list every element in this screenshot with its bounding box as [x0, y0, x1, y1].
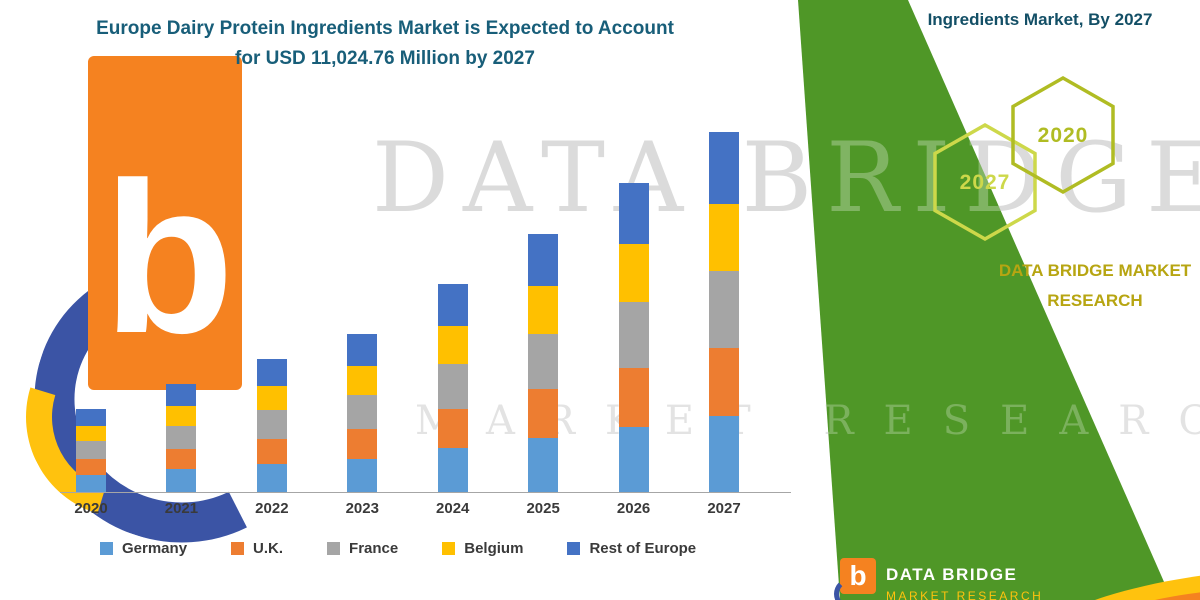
legend: Germany U.K. France Belgium Rest of Europe	[100, 540, 696, 557]
bar-segment-2025-germany	[528, 438, 559, 492]
bar-2024	[437, 284, 468, 492]
legend-swatch	[327, 542, 341, 555]
bar-segment-2023-rest-of-europe	[347, 334, 378, 366]
bar-segment-2020-u-k-	[76, 458, 106, 475]
legend-label: U.K.	[253, 540, 284, 557]
bar-2026	[618, 182, 649, 492]
bar-segment-2027-belgium	[709, 204, 739, 271]
footer-logo-blue-swoosh	[834, 578, 866, 600]
brand-line1: DATA BRIDGE MARKET	[998, 261, 1192, 280]
plot-area	[60, 130, 791, 493]
bar-segment-2022-germany	[256, 464, 287, 492]
bar-segment-2025-rest-of-europe	[528, 234, 559, 287]
legend-swatch	[100, 542, 113, 555]
legend-item-france: France	[327, 540, 398, 557]
legend-swatch	[567, 542, 581, 555]
bar-2023	[347, 334, 378, 492]
legend-label: Germany	[122, 540, 188, 557]
legend-item-u-k-: U.K.	[231, 540, 283, 557]
bar-2027	[709, 132, 739, 492]
bar-segment-2021-rest-of-europe	[166, 384, 197, 406]
bar-segment-2023-belgium	[347, 365, 378, 395]
bar-segment-2021-germany	[166, 469, 197, 492]
bar-segment-2026-france	[618, 301, 649, 369]
legend-label: Belgium	[464, 540, 524, 557]
x-axis-label-2024: 2024	[436, 500, 470, 517]
bar-segment-2020-rest-of-europe	[76, 409, 106, 426]
bar-segment-2022-france	[256, 410, 287, 439]
bar-segment-2025-belgium	[528, 286, 559, 334]
bar-segment-2023-germany	[347, 458, 378, 492]
bar-segment-2022-rest-of-europe	[256, 359, 287, 386]
bar-segment-2023-france	[347, 394, 378, 429]
bar-segment-2026-rest-of-europe	[618, 182, 649, 245]
x-axis-label-2023: 2023	[345, 500, 379, 517]
bar-2020	[76, 409, 106, 492]
bar-segment-2024-belgium	[437, 325, 468, 365]
legend-label: Rest of Europe	[589, 540, 697, 557]
footer-logo-subtext: MARKET RESEARCH	[886, 589, 1044, 600]
legend-item-belgium: Belgium	[442, 540, 523, 557]
bar-segment-2022-u-k-	[256, 438, 287, 465]
bar-segment-2024-u-k-	[437, 409, 468, 449]
bar-segment-2025-u-k-	[528, 389, 559, 438]
legend-swatch	[442, 542, 456, 555]
brand-line2: RESEARCH	[1047, 291, 1143, 310]
chart-title: Europe Dairy Protein Ingredients Market …	[35, 14, 735, 74]
bar-2022	[256, 359, 287, 492]
x-axis-label-2027: 2027	[707, 500, 741, 517]
bar-segment-2024-germany	[437, 448, 468, 492]
footer-logo-text: DATA BRIDGE	[886, 565, 1018, 584]
logo-b-letter: b	[103, 137, 235, 378]
bar-segment-2025-france	[528, 333, 559, 390]
bar-segment-2021-belgium	[166, 405, 197, 426]
x-axis-label-2025: 2025	[526, 500, 560, 517]
x-axis-label-2021: 2021	[164, 500, 199, 517]
bar-segment-2027-france	[709, 270, 739, 349]
bar-segment-2020-france	[76, 441, 106, 459]
bar-segment-2026-u-k-	[618, 368, 649, 427]
brand-text: DATA BRIDGE MARKET RESEARCH	[995, 256, 1195, 316]
bar-segment-2023-u-k-	[347, 428, 378, 459]
bar-segment-2024-france	[437, 364, 468, 410]
chart-title-line2: for USD 11,024.76 Million by 2027	[235, 48, 535, 69]
legend-swatch	[231, 542, 245, 555]
bar-segment-2027-u-k-	[709, 348, 739, 417]
bar-segment-2026-germany	[618, 427, 649, 492]
bar-segment-2024-rest-of-europe	[437, 284, 468, 326]
x-axis-labels: 2020 2021 2022 2023 2024 2025 2026 2027	[60, 500, 791, 520]
bar-segment-2021-france	[166, 425, 197, 449]
bar-segment-2026-belgium	[618, 244, 649, 302]
bar-2021	[166, 384, 197, 492]
bar-segment-2021-u-k-	[166, 448, 197, 470]
legend-label: France	[349, 540, 399, 557]
right-panel-caption: Ingredients Market, By 2027	[927, 10, 1153, 29]
chart-title-line1: Europe Dairy Protein Ingredients Market …	[96, 18, 674, 39]
bar-segment-2027-rest-of-europe	[709, 132, 739, 205]
legend-item-rest-of-europe: Rest of Europe	[567, 540, 696, 557]
bar-segment-2020-belgium	[76, 425, 106, 442]
x-axis-label-2022: 2022	[255, 500, 289, 517]
bar-2025	[528, 234, 559, 492]
legend-item-germany: Germany	[100, 540, 187, 557]
bar-segment-2020-germany	[76, 474, 106, 492]
bar-segment-2022-belgium	[256, 385, 287, 411]
x-axis-label-2020: 2020	[74, 500, 108, 517]
bar-segment-2027-germany	[709, 416, 739, 492]
x-axis-label-2026: 2026	[616, 500, 651, 517]
logo-orange-block	[88, 56, 242, 390]
